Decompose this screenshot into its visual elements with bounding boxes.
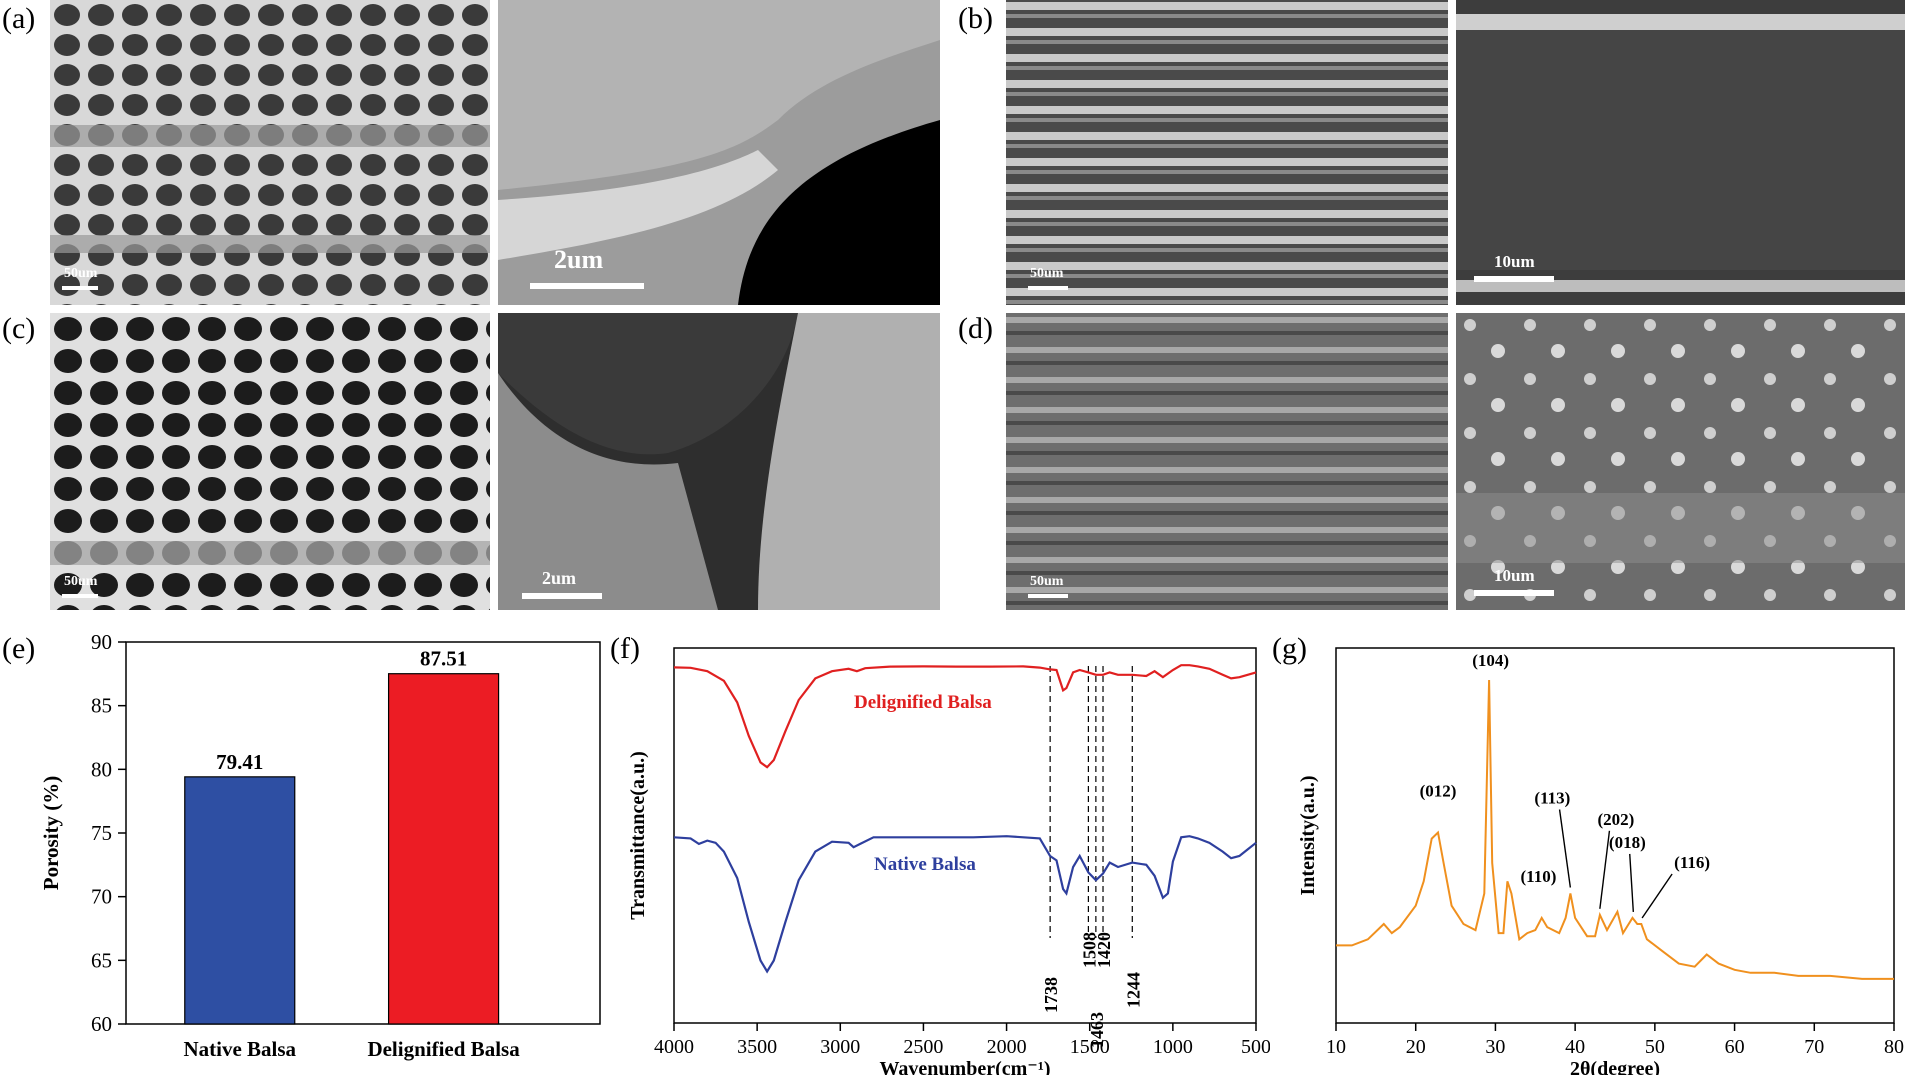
annotation-label: 1420 (1094, 932, 1114, 968)
scale-label: 2um (542, 568, 577, 588)
x-tick-label: 2000 (987, 1036, 1027, 1058)
x-tick-label: 60 (1725, 1036, 1745, 1058)
x-category-label: Native Balsa (183, 1037, 296, 1061)
panel-label-c: (c) (2, 312, 36, 345)
y-tick-label: 60 (91, 1012, 112, 1036)
scale-label: 10um (1494, 252, 1535, 271)
x-tick-label: 10 (1326, 1036, 1346, 1058)
series-line (673, 835, 1257, 974)
scale-bar (62, 594, 98, 598)
peak-label: (116) (1674, 853, 1710, 872)
scale-bar (1474, 276, 1554, 282)
panel-label-a: (a) (2, 2, 36, 35)
x-category-label: Delignified Balsa (367, 1037, 520, 1061)
scale-bar (522, 593, 602, 599)
x-tick-label: 50 (1645, 1036, 1665, 1058)
x-tick-label: 3500 (737, 1036, 777, 1058)
peak-label: (104) (1472, 651, 1509, 670)
y-axis-label: Porosity (%) (39, 776, 63, 891)
porosity-bar-chart: 60 65 70 75 80 85 90 Porosity (%) 79.41 Native Ba… (39, 630, 601, 1061)
bar-data-label: 87.51 (420, 647, 467, 671)
peak-label: (113) (1534, 789, 1570, 808)
annotation-label: 1244 (1123, 972, 1143, 1008)
x-axis-label: 2θ(degree) (1570, 1058, 1660, 1075)
peak-label: (012) (1420, 782, 1457, 801)
scale-label: 50um (64, 266, 98, 281)
peak-arrow (1599, 830, 1611, 909)
x-tick-label: 3000 (820, 1036, 860, 1058)
x-tick-label: 500 (1241, 1036, 1270, 1058)
y-axis-label: Intensity(a.u.) (1297, 775, 1319, 895)
peak-arrow (1629, 853, 1635, 912)
scale-bar (1474, 590, 1554, 596)
y-tick-label: 65 (91, 948, 112, 972)
sem-image-d-right (1456, 313, 1905, 610)
panel-label-b: (b) (958, 2, 993, 35)
scale-label: 10um (1494, 566, 1535, 585)
scale-label: 50um (64, 574, 98, 589)
x-tick-label: 1000 (1153, 1036, 1193, 1058)
x-tick-label: 1500 (1070, 1036, 1110, 1058)
x-tick-label: 20 (1406, 1036, 1426, 1058)
sem-image-c-right (498, 313, 940, 610)
bar (387, 673, 500, 1025)
series-label: Delignified Balsa (854, 692, 992, 713)
scale-bar (1028, 594, 1068, 598)
annotation-label: 1508 (1079, 932, 1099, 968)
sem-image-c-left (50, 313, 490, 610)
xrd-line (1336, 679, 1894, 980)
x-tick-label: 70 (1804, 1036, 1824, 1058)
annotation-label: 1463 (1087, 1012, 1107, 1048)
y-tick-label: 85 (91, 694, 112, 718)
scale-label: 2um (554, 245, 604, 274)
scale-label: 50um (1030, 266, 1064, 281)
y-axis-label: Transmittance(a.u.) (627, 751, 649, 920)
bar (184, 776, 296, 1025)
scale-bar (530, 283, 644, 289)
scale-bar (1028, 286, 1068, 290)
sem-image-d-left (1006, 313, 1448, 610)
series-line (673, 664, 1257, 769)
sem-image-b-left (1006, 0, 1448, 305)
x-tick-label: 40 (1565, 1036, 1585, 1058)
sem-image-b-right (1456, 0, 1905, 305)
panel-label-f: (f) (610, 632, 640, 665)
ftir-line-chart: 4000 3500 3000 2500 2000 1500 1000 500 Wavenumbe… (627, 647, 1270, 1075)
peak-label: (202) (1597, 810, 1634, 829)
x-tick-label: 4000 (654, 1036, 694, 1058)
x-axis-label: Wavenumber(cm⁻¹) (880, 1058, 1051, 1075)
sem-image-a-left (50, 0, 490, 305)
peak-arrow (1641, 873, 1673, 919)
sem-image-a-right (498, 0, 940, 305)
bar-data-label: 79.41 (216, 750, 263, 774)
annotation-label: 1738 (1041, 977, 1061, 1013)
xrd-line-chart: 10 20 30 40 50 60 70 80 2θ(degree) Intensity(a.u.… (1297, 647, 1904, 1075)
panel-label-e: (e) (2, 632, 36, 665)
peak-arrow (1558, 809, 1572, 888)
scale-label: 50um (1030, 574, 1064, 589)
series-label: Native Balsa (874, 854, 976, 875)
scale-bar (62, 286, 98, 290)
panel-label-g: (g) (1272, 632, 1307, 665)
plot-frame (673, 647, 1257, 1024)
x-tick-label: 2500 (903, 1036, 943, 1058)
panel-label-d: (d) (958, 312, 993, 345)
plot-frame (1335, 647, 1895, 1024)
peak-label: (018) (1609, 833, 1646, 852)
y-tick-label: 80 (91, 757, 112, 781)
y-tick-label: 70 (91, 885, 112, 909)
y-tick-label: 75 (91, 821, 112, 845)
y-tick-label: 90 (91, 630, 112, 654)
peak-label: (110) (1521, 867, 1557, 886)
x-tick-label: 30 (1485, 1036, 1505, 1058)
x-tick-label: 80 (1884, 1036, 1904, 1058)
